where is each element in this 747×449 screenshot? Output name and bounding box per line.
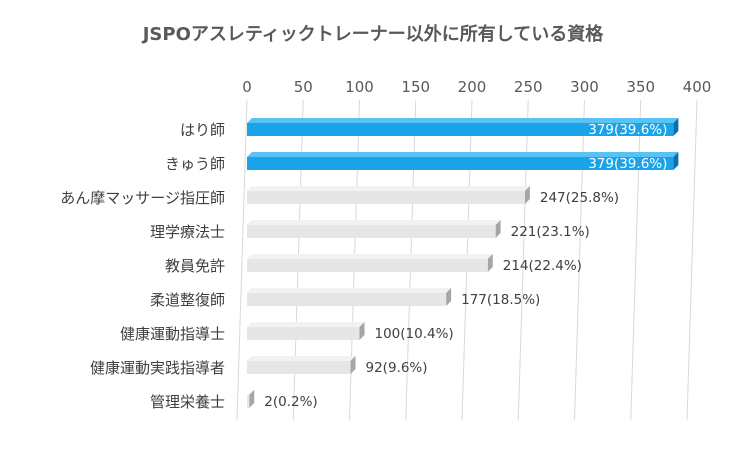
- data-labels: 379(39.6%) 379(39.6%) 247(25.8%) 221(23.1%)…: [264, 122, 667, 410]
- data-label: 100(10.4%): [375, 326, 454, 342]
- bar-face: [247, 123, 674, 136]
- bar-top: [247, 356, 356, 361]
- bar: [247, 254, 493, 272]
- bar: [247, 288, 452, 306]
- data-label: 92(9.6%): [366, 360, 428, 376]
- bar-face: [247, 395, 250, 408]
- bar-top: [247, 288, 452, 293]
- bar-side: [359, 322, 365, 340]
- bar-face: [247, 327, 360, 340]
- bar-top: [247, 186, 530, 191]
- category-label: 教員免許: [165, 257, 225, 275]
- bar-face: [247, 259, 488, 272]
- bar-face: [247, 225, 496, 238]
- bar: [247, 322, 365, 340]
- bar-side: [673, 118, 679, 136]
- bar: [247, 186, 530, 204]
- gridline: [630, 99, 642, 421]
- bar-top: [247, 254, 493, 259]
- bar: [247, 152, 679, 170]
- bars: [247, 118, 679, 408]
- x-tick-label: 50: [294, 78, 313, 96]
- bar-side: [487, 254, 493, 272]
- data-label: 177(18.5%): [461, 292, 540, 308]
- x-tick-label: 0: [242, 78, 252, 96]
- bar: [247, 118, 679, 136]
- category-label: はり師: [180, 121, 225, 139]
- bar-top: [247, 390, 255, 395]
- x-tick-label: 250: [514, 78, 543, 96]
- bar-side: [673, 152, 679, 170]
- bar-face: [247, 293, 447, 306]
- data-label: 247(25.8%): [540, 190, 619, 206]
- bar-face: [247, 361, 351, 374]
- category-label: 柔道整復師: [150, 291, 225, 309]
- x-tick-label: 150: [401, 78, 430, 96]
- category-labels: はり師きゅう師あん摩マッサージ指圧師理学療法士教員免許柔道整復師健康運動指導士健…: [60, 121, 225, 411]
- bar-face: [247, 191, 525, 204]
- bar-top: [247, 322, 365, 327]
- bar-top: [247, 220, 501, 225]
- x-axis-ticks: 0 50 100 150 200 250 300 350 400: [242, 78, 711, 96]
- data-label: 221(23.1%): [511, 224, 590, 240]
- gridline: [686, 99, 698, 421]
- bar-face: [247, 157, 674, 170]
- category-label: 管理栄養士: [150, 393, 225, 411]
- data-label: 2(0.2%): [264, 394, 317, 410]
- x-tick-label: 100: [345, 78, 374, 96]
- bar: [247, 356, 356, 374]
- bar-side: [524, 186, 530, 204]
- chart-title: JSPOアスレティックトレーナー以外に所有している資格: [141, 23, 605, 45]
- category-label: あん摩マッサージ指圧師: [60, 189, 225, 207]
- bar-side: [446, 288, 452, 306]
- x-tick-label: 200: [458, 78, 487, 96]
- x-tick-label: 350: [626, 78, 655, 96]
- data-label: 379(39.6%): [588, 122, 667, 138]
- category-label: きゅう師: [165, 155, 225, 173]
- data-label: 214(22.4%): [503, 258, 582, 274]
- category-label: 健康運動実践指導者: [90, 359, 225, 377]
- bar: [247, 390, 255, 408]
- gridline: [236, 99, 248, 421]
- x-tick-label: 300: [570, 78, 599, 96]
- bar-side: [495, 220, 501, 238]
- bar-top: [247, 118, 679, 123]
- bar-side: [249, 390, 255, 408]
- bar-side: [350, 356, 356, 374]
- bar: [247, 220, 501, 238]
- category-label: 健康運動指導士: [120, 325, 225, 343]
- category-label: 理学療法士: [150, 223, 225, 241]
- data-label: 379(39.6%): [588, 156, 667, 172]
- bar-top: [247, 152, 679, 157]
- x-tick-label: 400: [683, 78, 712, 96]
